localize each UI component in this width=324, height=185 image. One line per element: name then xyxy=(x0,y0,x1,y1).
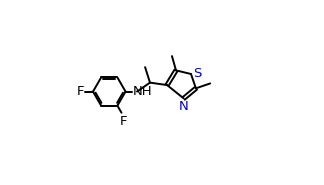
Text: N: N xyxy=(179,100,188,113)
Text: S: S xyxy=(193,67,202,80)
Text: F: F xyxy=(120,115,128,128)
Text: F: F xyxy=(77,85,84,98)
Text: NH: NH xyxy=(133,85,152,98)
